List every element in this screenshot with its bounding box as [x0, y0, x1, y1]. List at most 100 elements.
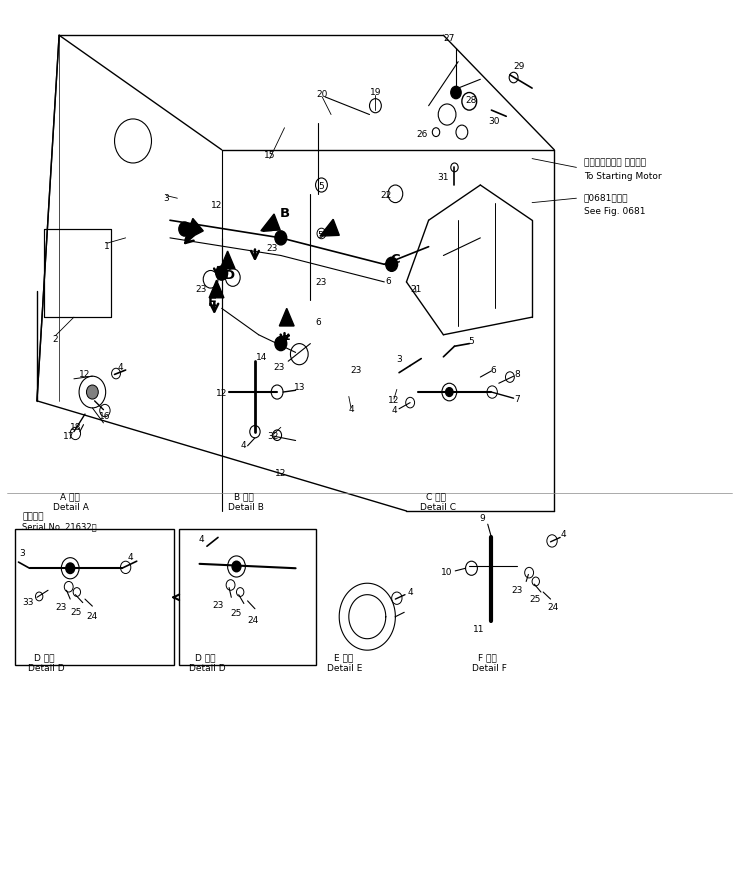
Text: 24: 24: [86, 612, 98, 621]
Text: Detail E: Detail E: [327, 664, 363, 673]
Text: 6: 6: [385, 278, 391, 286]
Polygon shape: [261, 214, 280, 231]
Text: Detail C: Detail C: [420, 503, 456, 512]
Text: 23: 23: [55, 603, 67, 612]
Polygon shape: [185, 218, 203, 241]
Text: 3: 3: [19, 549, 25, 558]
Text: 23: 23: [511, 586, 523, 595]
Bar: [179, 529, 316, 665]
Text: 32: 32: [268, 432, 279, 440]
Text: 4: 4: [198, 535, 204, 544]
Text: 1: 1: [104, 242, 110, 251]
Text: Detail F: Detail F: [471, 664, 507, 673]
Text: 19: 19: [370, 88, 381, 97]
Text: 3: 3: [163, 194, 169, 203]
Text: C 詳細: C 詳細: [426, 492, 446, 501]
Text: 5: 5: [319, 182, 324, 191]
Circle shape: [86, 385, 98, 399]
Text: 15: 15: [264, 152, 276, 160]
Text: 28: 28: [466, 96, 477, 105]
Text: 12: 12: [79, 370, 91, 379]
Text: 4: 4: [240, 441, 246, 450]
Text: D 詳細: D 詳細: [34, 654, 55, 663]
Bar: [15, 529, 174, 665]
Text: 17: 17: [63, 433, 75, 441]
Text: 31: 31: [437, 174, 449, 182]
Text: 12: 12: [216, 389, 228, 398]
Text: B 詳細: B 詳細: [234, 492, 253, 501]
Text: E: E: [208, 296, 217, 308]
Circle shape: [216, 266, 228, 280]
Text: 4: 4: [391, 406, 397, 415]
Text: 12: 12: [211, 201, 222, 210]
Text: F 詳細: F 詳細: [478, 654, 497, 663]
Circle shape: [275, 231, 287, 245]
Text: 第0681図参照: 第0681図参照: [584, 194, 628, 203]
Text: 25: 25: [231, 609, 242, 618]
Text: Detail D: Detail D: [27, 664, 64, 673]
Text: 12: 12: [388, 396, 400, 405]
Text: F: F: [282, 334, 290, 346]
Text: D: D: [223, 270, 235, 282]
Text: 4: 4: [348, 405, 354, 414]
Text: 23: 23: [316, 278, 327, 287]
Text: 24: 24: [547, 603, 559, 611]
Circle shape: [179, 222, 191, 236]
Text: 30: 30: [488, 117, 500, 126]
Circle shape: [446, 388, 453, 396]
Text: 12: 12: [275, 470, 287, 478]
Text: 23: 23: [212, 601, 224, 610]
Text: 20: 20: [316, 90, 328, 99]
Text: 16: 16: [99, 412, 111, 421]
Text: Detail D: Detail D: [188, 664, 225, 673]
Text: 3: 3: [396, 355, 402, 364]
Circle shape: [66, 563, 75, 574]
Text: 33: 33: [22, 598, 34, 607]
Text: 11: 11: [473, 626, 485, 634]
Text: 適用号機: 適用号機: [22, 513, 44, 522]
Text: 5: 5: [468, 337, 474, 346]
Text: To Starting Motor: To Starting Motor: [584, 172, 661, 181]
Text: B: B: [279, 207, 290, 219]
Text: See Fig. 0681: See Fig. 0681: [584, 207, 645, 216]
Text: 6: 6: [315, 318, 321, 327]
Polygon shape: [279, 308, 294, 326]
Text: A: A: [181, 221, 191, 233]
FancyBboxPatch shape: [44, 229, 111, 317]
Text: D 詳細: D 詳細: [195, 654, 216, 663]
Text: 10: 10: [441, 568, 453, 577]
Polygon shape: [320, 219, 339, 236]
Text: 22: 22: [380, 191, 392, 200]
Text: 23: 23: [273, 363, 285, 372]
Circle shape: [275, 337, 287, 351]
Text: 24: 24: [248, 616, 259, 625]
Text: 18: 18: [70, 423, 82, 432]
Text: 23: 23: [195, 285, 207, 294]
Polygon shape: [209, 280, 224, 298]
Text: 14: 14: [256, 353, 268, 362]
Text: C: C: [390, 254, 401, 266]
Text: E 詳細: E 詳細: [334, 654, 353, 663]
Text: 4: 4: [560, 530, 566, 539]
Text: 26: 26: [416, 130, 428, 139]
Text: 8: 8: [514, 370, 520, 379]
Text: 25: 25: [529, 595, 541, 603]
Text: 29: 29: [513, 63, 525, 71]
Text: 13: 13: [293, 383, 305, 392]
Circle shape: [232, 561, 241, 572]
Text: 25: 25: [70, 608, 82, 617]
Text: Serial No. 21632～: Serial No. 21632～: [22, 522, 97, 531]
Text: スターティング モータヘ: スターティング モータヘ: [584, 159, 646, 167]
Text: 4: 4: [118, 363, 123, 372]
Circle shape: [386, 257, 398, 271]
Text: 4: 4: [128, 553, 134, 562]
Text: 23: 23: [266, 244, 278, 253]
Circle shape: [451, 86, 461, 99]
Text: 4: 4: [407, 589, 413, 597]
Text: 21: 21: [410, 285, 422, 294]
Text: 6: 6: [491, 366, 497, 374]
Text: Detail B: Detail B: [228, 503, 264, 512]
Text: 7: 7: [514, 396, 520, 404]
Text: 5: 5: [317, 231, 323, 240]
Text: 23: 23: [350, 366, 362, 374]
